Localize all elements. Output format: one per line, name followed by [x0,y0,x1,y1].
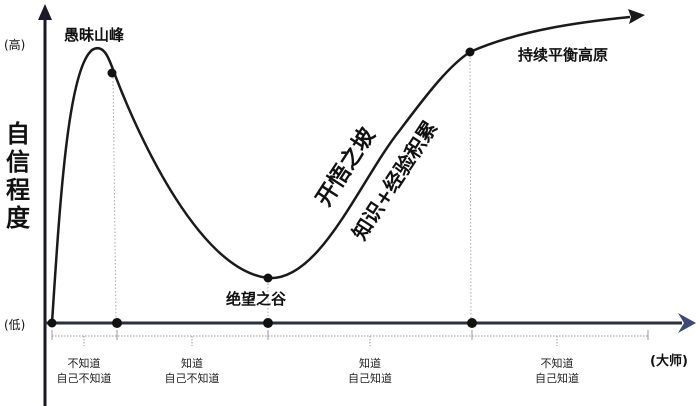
y-axis-title: 自信程度 [6,120,30,232]
curve-arrow-icon [628,9,645,24]
plateau-label: 持续平衡高原 [518,46,609,64]
stage-line1: 不知道 [67,357,101,370]
guide-line [469,53,472,324]
guide-line [112,73,117,324]
stage-label: 不知道 自己知道 [517,356,597,386]
x-axis-end-label: (大师) [650,354,688,369]
stage-label: 知道 自己知道 [330,356,410,386]
axis-point [467,318,477,328]
axis-point [263,318,273,328]
axis-point [47,318,57,328]
curve-point [107,68,117,78]
y-axis-high-label: (高) [4,38,26,52]
x-axis-arrow-icon [678,313,696,333]
stage-line2: 自己不知道 [164,372,220,385]
stage-line2: 自己知道 [348,372,392,385]
stage-line1: 知道 [181,357,203,370]
curve-point [465,47,475,57]
y-axis-low-label: (低) [4,318,26,332]
stage-line2: 自己不知道 [56,372,112,385]
y-axis-arrow-icon [38,4,52,20]
stage-label: 知道 自己不知道 [152,356,232,386]
axis-point [112,318,122,328]
curve-point [263,273,273,283]
stage-line1: 不知道 [540,357,574,370]
stage-label: 不知道 自己不知道 [46,356,122,386]
stage-line1: 知道 [359,357,381,370]
valley-label: 绝望之谷 [226,290,287,308]
stage-line2: 自己知道 [535,372,579,385]
peak-label: 愚昧山峰 [64,26,125,44]
